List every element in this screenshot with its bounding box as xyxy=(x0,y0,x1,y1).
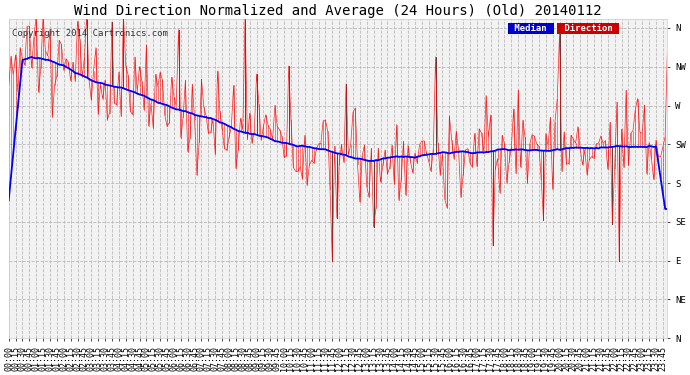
Text: Copyright 2014 Cartronics.com: Copyright 2014 Cartronics.com xyxy=(12,29,168,38)
Text: Direction: Direction xyxy=(559,24,618,33)
Title: Wind Direction Normalized and Average (24 Hours) (Old) 20140112: Wind Direction Normalized and Average (2… xyxy=(75,4,602,18)
Text: Median: Median xyxy=(509,24,552,33)
